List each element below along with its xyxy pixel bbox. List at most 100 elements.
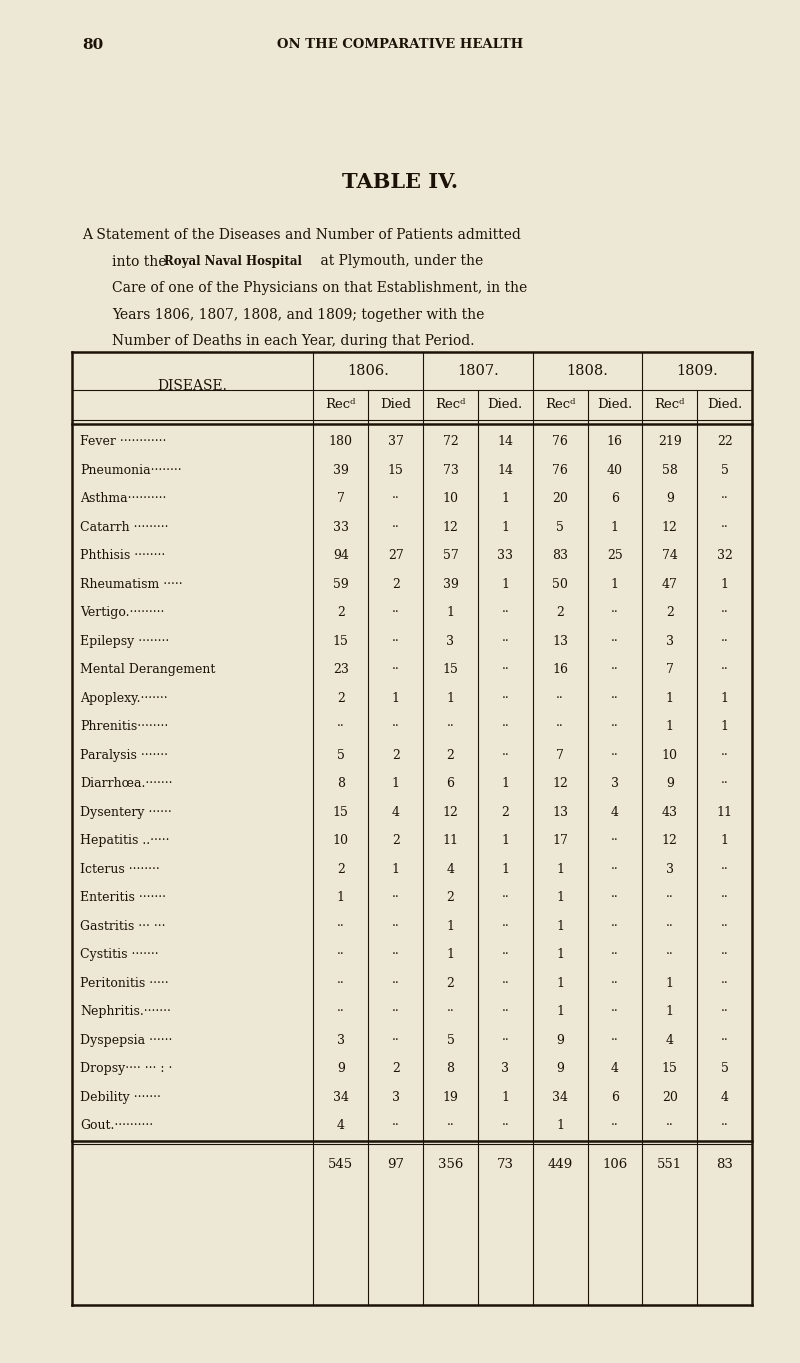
Text: 2: 2 [337,863,345,875]
Text: ··: ·· [446,1005,454,1018]
Text: ··: ·· [611,1033,619,1047]
Text: ··: ·· [392,891,399,904]
Text: ··: ·· [392,949,399,961]
Text: 74: 74 [662,549,678,562]
Text: 1: 1 [446,607,454,619]
Text: 1: 1 [556,949,564,961]
Text: Died: Died [380,398,411,412]
Text: 1: 1 [721,578,729,590]
Text: ON THE COMPARATIVE HEALTH: ON THE COMPARATIVE HEALTH [277,38,523,50]
Text: ··: ·· [502,949,509,961]
Text: 58: 58 [662,463,678,477]
Text: 15: 15 [333,806,349,819]
Text: 27: 27 [388,549,403,562]
Text: 3: 3 [502,1062,510,1075]
Text: 37: 37 [388,435,403,448]
Text: 76: 76 [552,463,568,477]
Text: 2: 2 [337,691,345,705]
Text: Nephritis.·······: Nephritis.······· [80,1005,171,1018]
Text: 4: 4 [611,806,619,819]
Text: ··: ·· [611,635,619,647]
Text: ··: ·· [392,492,399,506]
Text: 13: 13 [552,635,568,647]
Text: ··: ·· [337,1005,345,1018]
Text: 13: 13 [552,806,568,819]
Text: 14: 14 [498,463,514,477]
Text: Recᵈ: Recᵈ [435,398,466,412]
Text: 11: 11 [717,806,733,819]
Text: Gout.··········: Gout.·········· [80,1119,153,1133]
Text: 23: 23 [333,664,349,676]
Text: 39: 39 [333,463,349,477]
Text: TABLE IV.: TABLE IV. [342,172,458,192]
Text: Hepatitis ..·····: Hepatitis ..····· [80,834,170,848]
Text: 356: 356 [438,1159,463,1171]
Text: 1: 1 [721,834,729,848]
Text: ··: ·· [611,607,619,619]
Text: 59: 59 [333,578,349,590]
Text: 15: 15 [333,635,349,647]
Text: ··: ·· [666,891,674,904]
Text: 1: 1 [446,691,454,705]
Text: 50: 50 [552,578,568,590]
Text: ··: ·· [611,748,619,762]
Text: 1: 1 [337,891,345,904]
Text: ··: ·· [611,1119,619,1133]
Text: 32: 32 [717,549,733,562]
Text: Died.: Died. [707,398,742,412]
Text: 83: 83 [716,1159,733,1171]
Text: ··: ·· [721,607,729,619]
Text: 1: 1 [611,578,619,590]
Text: 2: 2 [392,834,399,848]
Text: 1: 1 [556,977,564,990]
Text: 219: 219 [658,435,682,448]
Text: ··: ·· [392,720,399,733]
Text: 12: 12 [662,521,678,534]
Text: 73: 73 [497,1159,514,1171]
Text: 2: 2 [446,748,454,762]
Text: 2: 2 [666,607,674,619]
Text: Number of Deaths in each Year, during that Period.: Number of Deaths in each Year, during th… [112,334,474,348]
Text: Dyspepsia ······: Dyspepsia ······ [80,1033,172,1047]
Text: ··: ·· [392,920,399,932]
Text: 16: 16 [552,664,568,676]
Text: ··: ·· [721,521,729,534]
Text: 40: 40 [607,463,623,477]
Text: 106: 106 [602,1159,627,1171]
Text: 4: 4 [446,863,454,875]
Text: 1806.: 1806. [347,364,389,378]
Text: Pneumonia········: Pneumonia········ [80,463,182,477]
Text: 1: 1 [556,1005,564,1018]
Text: 1: 1 [446,949,454,961]
Text: Phthisis ········: Phthisis ········ [80,549,166,562]
Text: 2: 2 [392,578,399,590]
Text: 1: 1 [502,834,510,848]
Text: Apoplexy.·······: Apoplexy.······· [80,691,168,705]
Text: Recᵈ: Recᵈ [654,398,685,412]
Text: 5: 5 [337,748,345,762]
Text: Years 1806, 1807, 1808, and 1809; together with the: Years 1806, 1807, 1808, and 1809; togeth… [112,308,484,322]
Text: ··: ·· [502,1119,509,1133]
Text: Died.: Died. [488,398,523,412]
Text: Dysentery ······: Dysentery ······ [80,806,172,819]
Text: ··: ·· [502,977,509,990]
Text: ··: ·· [721,664,729,676]
Text: ··: ·· [392,1005,399,1018]
Text: 20: 20 [662,1090,678,1104]
Text: 7: 7 [666,664,674,676]
Text: ··: ·· [721,635,729,647]
Text: 10: 10 [333,834,349,848]
Text: ··: ·· [502,748,509,762]
Text: 1: 1 [611,521,619,534]
Text: at Plymouth, under the: at Plymouth, under the [316,255,483,269]
Text: 1: 1 [556,920,564,932]
Text: 73: 73 [442,463,458,477]
Text: ··: ·· [611,664,619,676]
Text: 47: 47 [662,578,678,590]
Text: ··: ·· [502,607,509,619]
Text: 3: 3 [337,1033,345,1047]
Text: 180: 180 [329,435,353,448]
Text: 1: 1 [502,521,510,534]
Text: 8: 8 [337,777,345,791]
Text: ··: ·· [392,635,399,647]
